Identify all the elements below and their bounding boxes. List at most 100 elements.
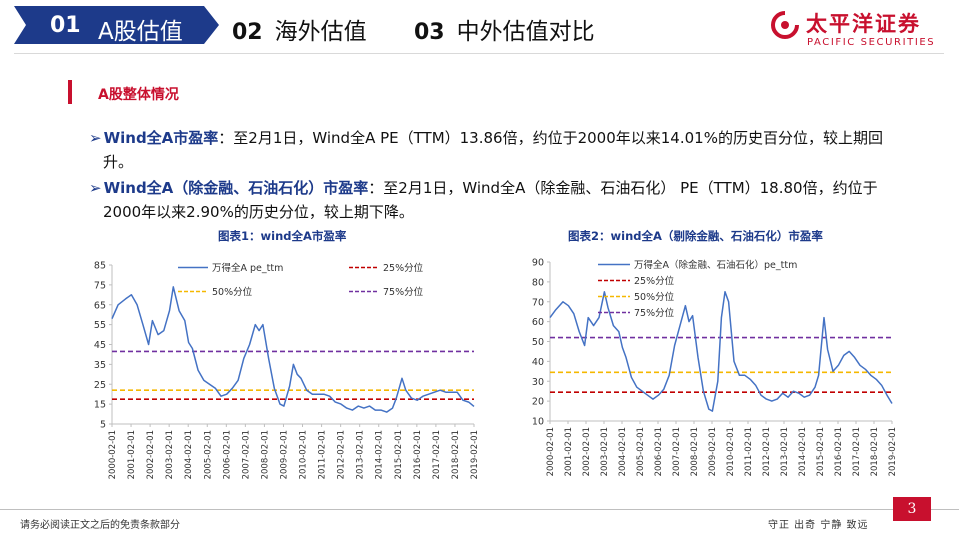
legend-label: 75%分位 [383,286,424,298]
chart1: 5 15 25 35 45 55 65 75 85 2000-02-01 2001-02-01 200… [94,261,480,480]
x-tick-label: 2001-02-01 [564,427,574,476]
x-tick-label: 2014-02-01 [375,430,385,479]
bullet-item: ➢ Wind全A市盈率：至2月1日，Wind全A PE（TTM）13.86倍，约位… [89,126,929,174]
bullet-keyword: Wind全A市盈率 [103,129,219,147]
section-marker [68,80,72,104]
y-tick-label: 25 [94,380,106,391]
bullet-text: ：至2月1日，Wind全A（除金融、石油石化） PE（TTM）18.80倍，约位… [368,179,878,197]
x-tick-label: 2004-02-01 [184,430,194,479]
chart2: 10 20 30 40 50 60 70 80 90 2000-02-01 2001-02-01 20… [532,258,898,477]
x-tick-label: 2005-02-01 [636,427,646,476]
x-tick-label: 2002-02-01 [146,430,156,479]
bullet-text: ：至2月1日，Wind全A PE（TTM）13.86倍，约位于2000年以来14… [218,129,883,147]
x-tick-label: 2009-02-01 [279,430,289,479]
tab-number: 01 [50,13,81,38]
x-tick-label: 2018-02-01 [451,430,461,479]
bullet-text-cont: 升。 [103,153,134,171]
x-tick-label: 2013-02-01 [356,430,366,479]
legend-label: 万得全A pe_ttm [212,262,283,274]
x-tick-label: 2000-02-01 [108,430,118,479]
tab-label: A股估值 [98,19,183,45]
x-tick-label: 2002-02-01 [582,427,592,476]
x-tick-label: 2017-02-01 [852,427,862,476]
bullet-text-cont: 2000年以来2.90%的历史分位，较上期下降。 [103,203,414,221]
logo-text-cn: 太平洋证券 [806,12,921,36]
x-tick-label: 2013-02-01 [780,427,790,476]
y-tick-label: 90 [532,258,544,269]
tab-number: 03 [414,20,445,45]
bullet-arrow-icon: ➢ [89,129,102,147]
x-tick-label: 2011-02-01 [318,430,328,479]
x-tick-label: 2014-02-01 [798,427,808,476]
x-tick-label: 2000-02-01 [546,427,556,476]
x-tick-label: 2003-02-01 [600,427,610,476]
series-line [549,291,893,412]
bullet-item: ➢ Wind全A（除金融、石油石化）市盈率：至2月1日，Wind全A（除金融、石油… [89,176,929,224]
y-tick-label: 10 [532,417,544,428]
y-tick-label: 60 [532,317,544,328]
x-tick-label: 2005-02-01 [203,430,213,479]
y-tick-label: 65 [94,300,106,311]
x-tick-label: 2017-02-01 [432,430,442,479]
series-line [111,286,475,413]
footer-disclaimer: 请务必阅读正文之后的免责条款部分 [20,520,180,531]
bullet-keyword: Wind全A（除金融、石油石化）市盈率 [103,179,369,197]
x-tick-label: 2011-02-01 [744,427,754,476]
tab-valuation-comparison[interactable]: 03 中外估值对比 [414,12,595,46]
y-tick-label: 35 [94,360,106,371]
tab-label: 中外估值对比 [456,19,595,45]
tab-label: 海外估值 [274,19,367,45]
x-tick-label: 2010-02-01 [299,430,309,479]
x-tick-label: 2008-02-01 [690,427,700,476]
tab-a-share-valuation[interactable]: 01 A股估值 [14,6,219,44]
y-tick-label: 45 [94,340,106,351]
legend-label: 25%分位 [383,262,424,274]
x-tick-label: 2007-02-01 [241,430,251,479]
section-title: A股整体情况 [98,87,179,103]
legend-label: 50%分位 [212,286,253,298]
bullet-arrow-icon: ➢ [89,179,102,197]
logo-text-en: PACIFIC SECURITIES [807,37,936,48]
x-tick-label: 2010-02-01 [726,427,736,476]
y-tick-label: 40 [532,357,544,368]
x-tick-label: 2006-02-01 [222,430,232,479]
y-tick-label: 70 [532,297,544,308]
y-tick-label: 15 [94,400,106,411]
tab-number: 02 [232,20,263,45]
y-tick-label: 55 [94,320,106,331]
chart2-title: 图表2：wind全A（剔除金融、石油石化）市盈率 [568,229,823,243]
x-tick-label: 2008-02-01 [260,430,270,479]
x-tick-label: 2019-02-01 [888,427,898,476]
y-tick-label: 50 [532,337,544,348]
logo-icon [771,10,800,39]
legend-label: 25%分位 [634,275,675,287]
chart1-title: 图表1：wind全A市盈率 [218,229,347,243]
legend-label: 50%分位 [634,291,675,303]
x-tick-label: 2016-02-01 [834,427,844,476]
page-number: 3 [893,497,931,521]
x-tick-label: 2003-02-01 [165,430,175,479]
tab-overseas-valuation[interactable]: 02 海外估值 [232,12,367,46]
x-tick-label: 2012-02-01 [337,430,347,479]
company-logo: 太平洋证券 PACIFIC SECURITIES [770,8,955,52]
x-tick-label: 2009-02-01 [708,427,718,476]
header-divider [14,53,944,54]
footer-divider [0,509,959,510]
x-tick-label: 2001-02-01 [127,430,137,479]
x-tick-label: 2015-02-01 [816,427,826,476]
legend-label: 万得全A（除金融、石油石化）pe_ttm [634,259,797,271]
y-tick-label: 85 [94,261,106,272]
y-tick-label: 5 [100,420,106,431]
x-tick-label: 2018-02-01 [870,427,880,476]
y-tick-label: 30 [532,377,544,388]
header: 01 A股估值 02 海外估值 03 中外估值对比 太平洋证券 PACIFIC SE… [0,0,959,52]
x-tick-label: 2015-02-01 [394,430,404,479]
legend-label: 75%分位 [634,307,675,319]
footer-slogan: 守正 出奇 宁静 致远 [768,520,869,531]
x-tick-label: 2004-02-01 [618,427,628,476]
x-tick-label: 2006-02-01 [654,427,664,476]
y-tick-label: 75 [94,280,106,291]
x-tick-label: 2016-02-01 [413,430,423,479]
y-tick-label: 20 [532,397,544,408]
x-tick-label: 2012-02-01 [762,427,772,476]
